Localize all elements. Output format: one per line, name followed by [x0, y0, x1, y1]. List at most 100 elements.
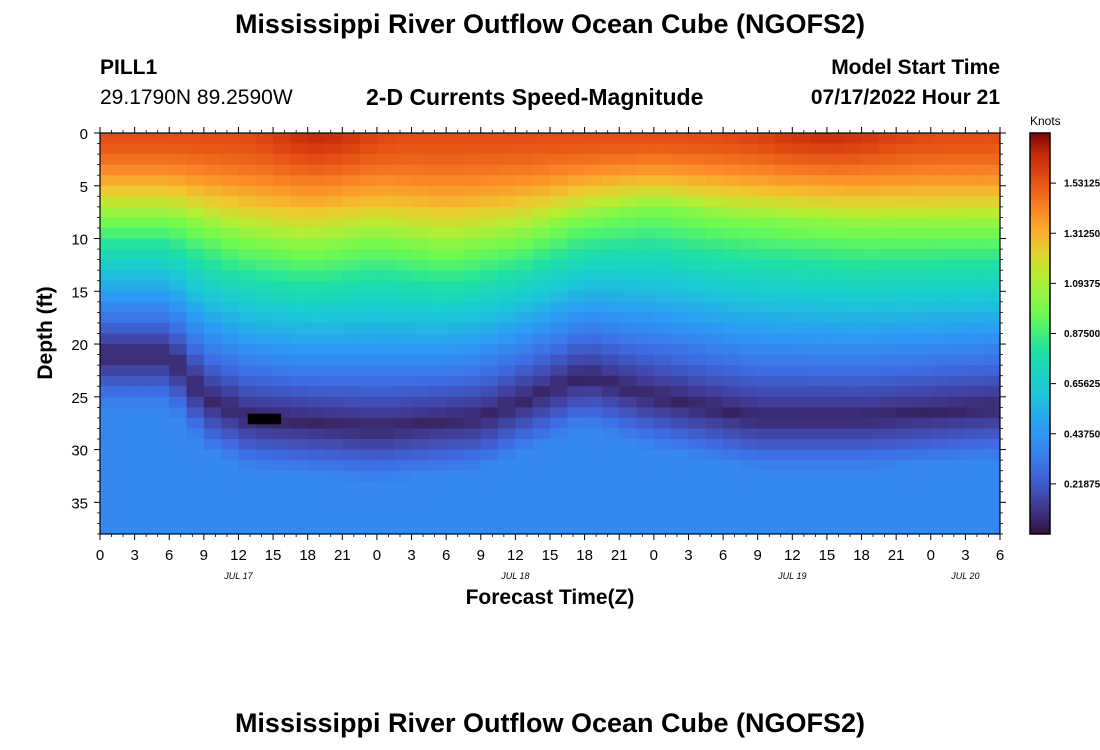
heatmap-cell — [117, 291, 136, 303]
heatmap-cell — [757, 417, 776, 430]
heatmap-cell — [584, 301, 603, 313]
heatmap-cell — [740, 196, 759, 208]
heatmap-cell — [809, 365, 828, 377]
heatmap-cell — [428, 396, 447, 408]
heatmap-cell — [705, 449, 724, 461]
heatmap-cell — [671, 460, 690, 472]
heatmap-cell — [186, 196, 205, 208]
heatmap-cell — [203, 185, 222, 197]
heatmap-cell — [290, 175, 309, 187]
heatmap-cell — [705, 270, 724, 282]
heatmap-cell — [463, 185, 482, 197]
heatmap-cell — [394, 154, 413, 166]
heatmap-cell — [255, 217, 274, 229]
heatmap-cell — [740, 154, 759, 166]
heatmap-cell — [723, 164, 741, 176]
heatmap-cell — [290, 301, 309, 313]
heatmap-cell — [930, 354, 949, 366]
heatmap-cell — [809, 291, 828, 303]
heatmap-cell — [238, 470, 257, 482]
heatmap-cell — [567, 322, 586, 335]
heatmap-cell — [930, 270, 949, 282]
heatmap-cell — [203, 512, 222, 525]
heatmap-cell — [809, 154, 828, 166]
heatmap-cell — [307, 175, 326, 187]
heatmap-cell — [515, 217, 534, 229]
heatmap-cell — [913, 491, 932, 503]
heatmap-cell — [861, 365, 880, 377]
heatmap-cell — [982, 238, 1000, 250]
heatmap-cell — [965, 322, 984, 335]
heatmap-cell — [307, 196, 326, 208]
heatmap-cell — [203, 523, 222, 534]
heatmap-cell — [948, 259, 966, 271]
heatmap-cell — [117, 365, 136, 377]
heatmap-cell — [203, 301, 222, 313]
heatmap-cell — [550, 206, 568, 219]
heatmap-cell — [688, 386, 707, 398]
heatmap-cell — [982, 217, 1000, 229]
heatmap-cell — [359, 333, 378, 345]
heatmap-cell — [601, 375, 620, 387]
heatmap-cell — [601, 449, 620, 461]
heatmap-cell — [238, 407, 257, 419]
heatmap-cell — [878, 470, 897, 482]
heatmap-cell — [325, 523, 343, 534]
heatmap-cell — [878, 322, 897, 335]
heatmap-cell — [307, 502, 326, 514]
heatmap-cell — [809, 185, 828, 197]
heatmap-cell — [965, 312, 984, 324]
heatmap-cell — [567, 523, 586, 534]
heatmap-cell — [463, 512, 482, 525]
heatmap-cell — [307, 217, 326, 229]
heatmap-cell — [619, 322, 638, 335]
heatmap-cell — [290, 481, 309, 493]
heatmap-cell — [117, 344, 136, 356]
heatmap-cell — [965, 449, 984, 461]
heatmap-cell — [255, 407, 274, 419]
heatmap-cell — [342, 481, 361, 493]
heatmap-cell — [775, 354, 793, 366]
heatmap-cell — [896, 312, 915, 324]
heatmap-cell — [221, 470, 240, 482]
heatmap-cell — [740, 206, 759, 219]
heatmap-cell — [913, 196, 932, 208]
heatmap-cell — [653, 206, 672, 219]
heatmap-cell — [169, 491, 188, 503]
heatmap-cell — [809, 175, 828, 187]
heatmap-cell — [498, 417, 516, 430]
heatmap-cell — [878, 154, 897, 166]
heatmap-cell — [203, 164, 222, 176]
heatmap-cell — [567, 375, 586, 387]
heatmap-cell — [186, 470, 205, 482]
heatmap-cell — [342, 344, 361, 356]
heatmap-cell — [550, 449, 568, 461]
heatmap-cell — [238, 512, 257, 525]
heatmap-cell — [584, 217, 603, 229]
heatmap-cell — [151, 270, 170, 282]
heatmap-cell — [671, 417, 690, 430]
heatmap-cell — [463, 470, 482, 482]
heatmap-cell — [203, 249, 222, 261]
heatmap-cell — [653, 280, 672, 292]
heatmap-cell — [186, 365, 205, 377]
x-tick-label: 18 — [853, 547, 870, 564]
heatmap-cell — [169, 523, 188, 534]
heatmap-cell — [878, 312, 897, 324]
heatmap-cell — [930, 217, 949, 229]
heatmap-cell — [117, 491, 136, 503]
x-tick-label: 12 — [230, 547, 247, 564]
heatmap-cell — [567, 270, 586, 282]
heatmap-cell — [584, 280, 603, 292]
heatmap-cell — [203, 491, 222, 503]
heatmap-cell — [792, 238, 811, 250]
heatmap-cell — [913, 375, 932, 387]
heatmap-cell — [238, 312, 257, 324]
heatmap-cell — [532, 354, 551, 366]
heatmap-cell — [117, 154, 136, 166]
heatmap-cell — [723, 417, 741, 430]
heatmap-cell — [238, 206, 257, 219]
heatmap-cell — [930, 491, 949, 503]
heatmap-cell — [376, 280, 395, 292]
heatmap-cell — [653, 386, 672, 398]
